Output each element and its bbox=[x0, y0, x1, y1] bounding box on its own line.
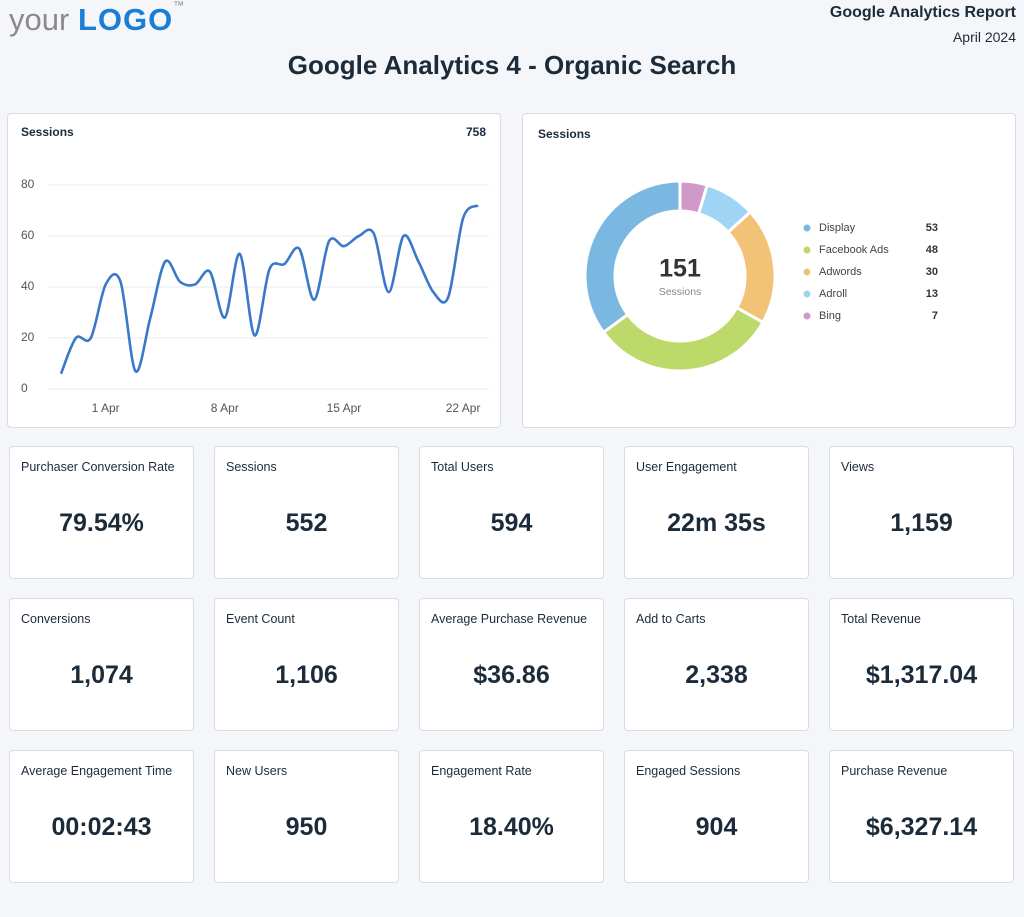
kpi-label: User Engagement bbox=[636, 460, 737, 474]
legend-swatch bbox=[803, 312, 811, 320]
kpi-label: Event Count bbox=[226, 612, 295, 626]
center-label: Sessions bbox=[659, 286, 702, 298]
kpi-label: Average Engagement Time bbox=[21, 764, 173, 778]
kpi-card: Total Revenue $1,317.04 bbox=[829, 598, 1014, 731]
kpi-value: 2,338 bbox=[685, 661, 748, 689]
kpi-card: Views 1,159 bbox=[829, 446, 1014, 579]
x-tick-label: 8 Apr bbox=[211, 401, 239, 415]
legend-label: Facebook Ads bbox=[819, 244, 889, 256]
kpi-label: Views bbox=[841, 460, 875, 474]
line-series bbox=[59, 204, 479, 375]
kpi-value: 904 bbox=[695, 813, 738, 841]
report-date: April 2024 bbox=[952, 29, 1016, 45]
chart-title: Sessions bbox=[21, 125, 74, 139]
legend-swatch bbox=[803, 290, 811, 298]
y-tick-label: 20 bbox=[21, 330, 35, 344]
kpi-label: Total Users bbox=[431, 460, 494, 474]
x-tick-label: 1 Apr bbox=[92, 401, 120, 415]
kpi-label: New Users bbox=[226, 764, 288, 778]
page-title: Google Analytics 4 - Organic Search bbox=[287, 50, 737, 80]
kpi-card: Average Engagement Time 00:02:43 bbox=[9, 750, 194, 883]
kpi-card: User Engagement 22m 35s bbox=[624, 446, 809, 579]
donut-card: Sessions 151 Sessions Display 53 Facebook … bbox=[522, 113, 1016, 428]
kpi-label: Conversions bbox=[21, 612, 91, 626]
logo: your LOGO™ bbox=[9, 0, 185, 38]
kpi-label: Add to Carts bbox=[636, 612, 706, 626]
report-title: Google Analytics Report bbox=[829, 4, 1016, 21]
legend-value: 48 bbox=[926, 244, 938, 256]
kpi-value: $36.86 bbox=[473, 661, 550, 689]
kpi-label: Average Purchase Revenue bbox=[431, 612, 588, 626]
kpi-label: Purchaser Conversion Rate bbox=[21, 460, 175, 474]
kpi-label: Purchase Revenue bbox=[841, 764, 948, 778]
kpi-card: Event Count 1,106 bbox=[214, 598, 399, 731]
legend-value: 53 bbox=[926, 222, 938, 234]
donut-segment bbox=[601, 305, 765, 373]
kpi-value: 18.40% bbox=[469, 813, 554, 841]
kpi-value: 22m 35s bbox=[667, 509, 766, 537]
kpi-card: Engagement Rate 18.40% bbox=[419, 750, 604, 883]
kpi-card: Average Purchase Revenue $36.86 bbox=[419, 598, 604, 731]
donut-segment bbox=[725, 209, 777, 325]
kpi-card: Sessions 552 bbox=[214, 446, 399, 579]
kpi-value: 950 bbox=[285, 813, 328, 841]
kpi-value: 79.54% bbox=[59, 509, 144, 537]
donut-segment bbox=[583, 179, 682, 335]
chart-total: 758 bbox=[466, 125, 486, 139]
x-tick-label: 15 Apr bbox=[327, 401, 362, 415]
kpi-value: $1,317.04 bbox=[865, 661, 978, 689]
kpi-label: Engaged Sessions bbox=[636, 764, 741, 778]
y-tick-label: 60 bbox=[21, 228, 35, 242]
legend-value: 13 bbox=[926, 288, 938, 300]
kpi-value: 1,159 bbox=[890, 509, 953, 537]
kpi-value: 594 bbox=[490, 509, 533, 537]
legend-swatch bbox=[803, 246, 811, 254]
kpi-card: Purchaser Conversion Rate 79.54% bbox=[9, 446, 194, 579]
legend-label: Display bbox=[819, 222, 856, 234]
logo-mark: ™ bbox=[173, 0, 185, 12]
x-tick-label: 22 Apr bbox=[446, 401, 481, 415]
y-tick-label: 80 bbox=[21, 177, 35, 191]
kpi-value: 1,074 bbox=[70, 661, 133, 689]
kpi-card: Total Users 594 bbox=[419, 446, 604, 579]
legend-label: Adwords bbox=[819, 266, 862, 278]
kpi-value: 00:02:43 bbox=[51, 813, 152, 841]
kpi-card: New Users 950 bbox=[214, 750, 399, 883]
line-card: Sessions 758 0 20 40 60 80 1 Apr 8 Apr 15 Apr 22… bbox=[7, 113, 501, 428]
legend-swatch bbox=[803, 224, 811, 232]
kpi-card: Add to Carts 2,338 bbox=[624, 598, 809, 731]
logo-prefix: your bbox=[9, 2, 70, 37]
legend-value: 7 bbox=[932, 310, 938, 322]
kpi-label: Engagement Rate bbox=[431, 764, 532, 778]
legend-label: Bing bbox=[819, 310, 841, 322]
donut-chart: Sessions 151 Sessions Display 53 Facebook … bbox=[538, 127, 938, 373]
kpi-card: Purchase Revenue $6,327.14 bbox=[829, 750, 1014, 883]
logo-text: LOGO bbox=[77, 2, 174, 37]
y-tick-label: 40 bbox=[21, 279, 35, 293]
chart-title: Sessions bbox=[538, 127, 591, 141]
kpi-value: 552 bbox=[285, 509, 328, 537]
kpi-label: Total Revenue bbox=[841, 612, 921, 626]
y-tick-label: 0 bbox=[21, 381, 28, 395]
kpi-card: Conversions 1,074 bbox=[9, 598, 194, 731]
kpi-card: Engaged Sessions 904 bbox=[624, 750, 809, 883]
center-value: 151 bbox=[659, 255, 701, 283]
legend-label: Adroll bbox=[819, 288, 847, 300]
legend-swatch bbox=[803, 268, 811, 276]
kpi-value: $6,327.14 bbox=[865, 813, 978, 841]
kpi-label: Sessions bbox=[226, 460, 277, 474]
legend-value: 30 bbox=[926, 266, 938, 278]
kpi-value: 1,106 bbox=[275, 661, 338, 689]
line-chart: Sessions 758 0 20 40 60 80 1 Apr 8 Apr 15 Apr 22… bbox=[21, 125, 489, 415]
